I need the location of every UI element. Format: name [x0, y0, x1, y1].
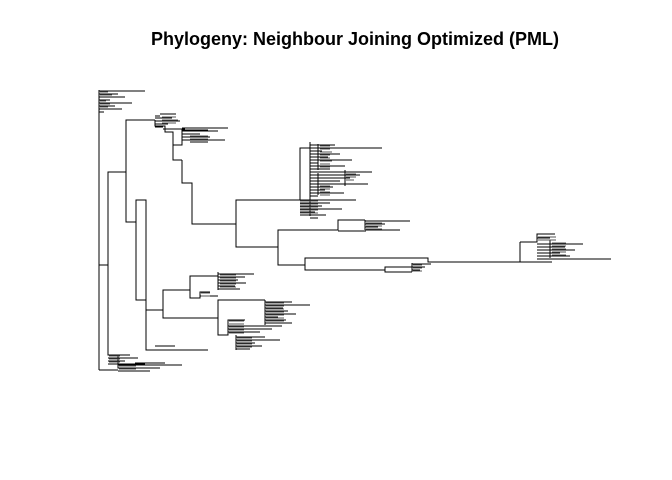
- clade-lower-b: [217, 300, 310, 350]
- clade-bottom: [99, 345, 208, 372]
- plot-title: Phylogeny: Neighbour Joining Optimized (…: [151, 29, 559, 49]
- clade-small-412: [384, 263, 431, 273]
- clade-small-365: [338, 220, 410, 232]
- clade-middle-cluster: [300, 142, 382, 219]
- tip-marks: [100, 91, 566, 370]
- clade-top-leaves: [99, 90, 145, 113]
- clade-upper-left: [155, 113, 228, 143]
- clade-far-right: [519, 233, 611, 263]
